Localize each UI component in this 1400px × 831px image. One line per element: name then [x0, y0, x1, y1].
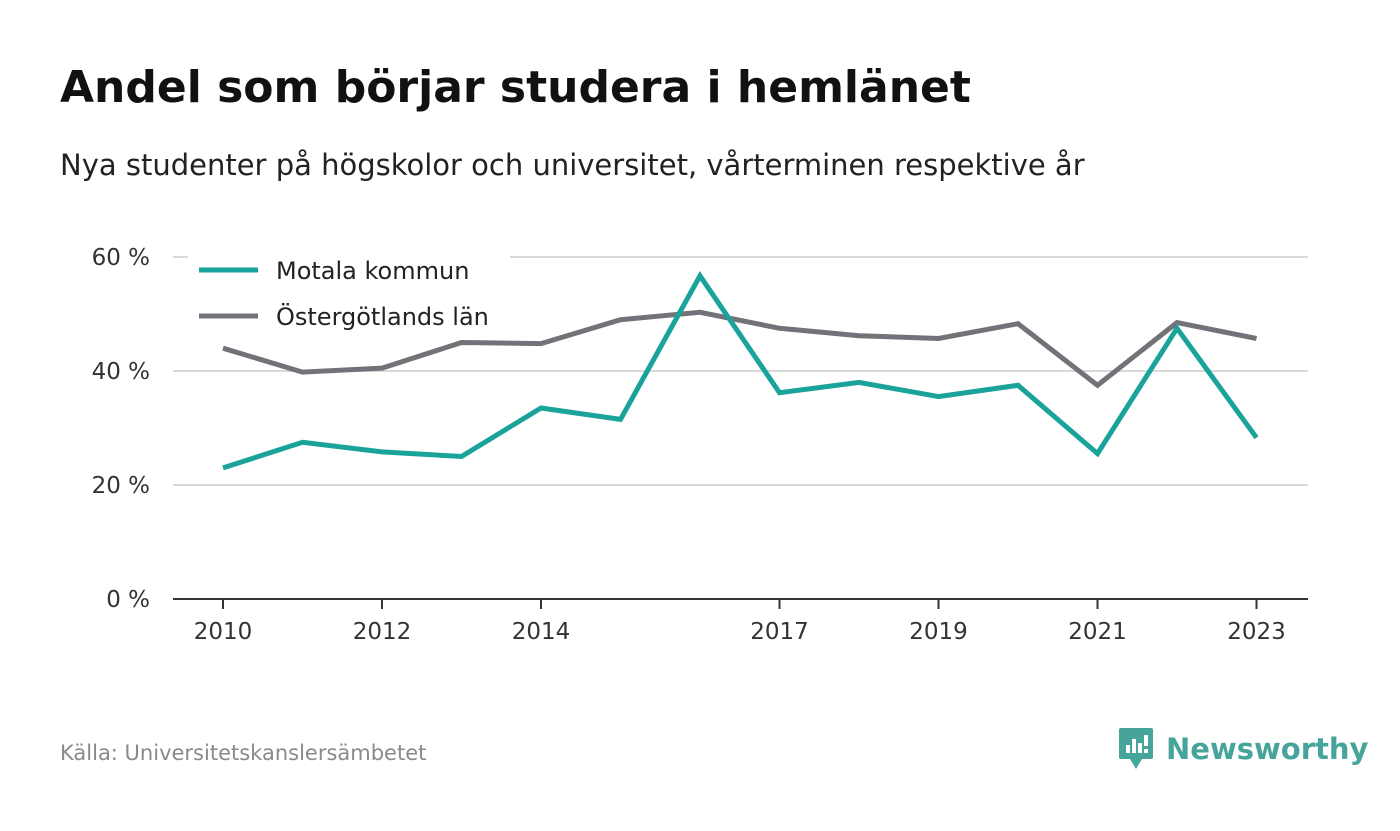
chart-subtitle: Nya studenter på högskolor och universit… [60, 148, 1085, 182]
line-chart: 0 % 20 % 40 % 60 % 2010 2012 2014 2017 2019 2021… [92, 243, 1308, 645]
y-axis-tick-labels: 0 % 20 % 40 % 60 % [92, 245, 150, 613]
newsworthy-logo-icon [1119, 728, 1153, 769]
x-tick-label: 2017 [750, 619, 809, 645]
series-line-motala-kommun [222, 271, 1259, 471]
x-tick-label: 2021 [1068, 619, 1127, 645]
legend: Motala kommun Östergötlands län [188, 243, 510, 335]
y-tick-label: 0 % [106, 587, 150, 613]
x-tick-label: 2010 [194, 619, 253, 645]
y-tick-label: 20 % [92, 473, 150, 499]
series-line-ostergotlands-lan [222, 309, 1257, 389]
y-tick-label: 60 % [92, 245, 150, 271]
series-lines [222, 271, 1259, 471]
x-tick-label: 2014 [512, 619, 571, 645]
chart-title: Andel som börjar studera i hemlänet [60, 62, 971, 113]
brand-name: Newsworthy [1166, 732, 1369, 766]
x-axis-tick-labels: 2010 2012 2014 2017 2019 2021 2023 [194, 599, 1286, 645]
x-tick-label: 2019 [909, 619, 968, 645]
legend-background [188, 243, 510, 335]
x-tick-label: 2012 [353, 619, 412, 645]
x-tick-label: 2023 [1227, 619, 1286, 645]
source-note: Källa: Universitetskanslersämbetet [60, 741, 427, 765]
legend-label: Motala kommun [276, 257, 469, 285]
y-tick-label: 40 % [92, 359, 150, 385]
legend-label: Östergötlands län [276, 302, 489, 331]
brand-logo: Newsworthy [1118, 727, 1368, 771]
